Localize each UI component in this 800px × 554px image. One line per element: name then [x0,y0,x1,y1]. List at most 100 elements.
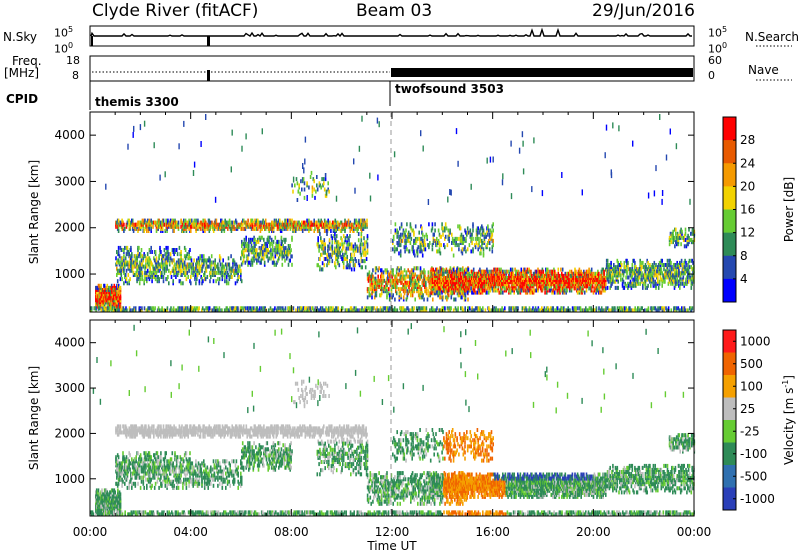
heatmap-cell [486,290,488,295]
heatmap-cell [155,222,158,227]
heatmap-cell [431,286,434,291]
heatmap-cell [336,242,339,247]
heatmap-cell [228,218,231,223]
heatmap-cell [222,220,225,225]
heatmap-cell [520,269,523,274]
heatmap-cell [570,273,573,278]
heatmap-cell [401,276,403,281]
heatmap-cell [328,238,331,243]
heatmap-cell [374,276,377,281]
heatmap-cell [485,288,487,293]
heatmap-cell [562,286,565,291]
heatmap-cell [615,269,618,274]
heatmap-cell [556,276,559,280]
heatmap-cell [120,248,123,252]
heatmap-cell [636,275,639,280]
heatmap-cell [557,278,560,283]
heatmap-cell [543,280,545,285]
heatmap-cell [549,288,552,293]
heatmap-cell [532,282,535,287]
heatmap-cell [561,271,563,276]
heatmap-cell [582,276,584,280]
heatmap-cell [193,266,195,271]
heatmap-cell [138,264,140,269]
heatmap-cell [314,226,316,231]
heatmap-cell [557,282,560,287]
heatmap-cell [536,278,538,283]
heatmap-cell [350,246,353,251]
heatmap-cell [336,244,339,249]
heatmap-cell [279,218,281,223]
heatmap-cell [186,262,189,267]
heatmap-cell [235,268,238,273]
heatmap-cell [117,292,119,297]
heatmap-cell [671,275,673,280]
heatmap-cell [539,278,541,283]
heatmap-cell [161,254,163,259]
heatmap-cell [675,279,678,284]
heatmap-cell [649,273,651,278]
heatmap-cell [441,269,443,274]
heatmap-cell [364,222,366,227]
heatmap-cell [347,236,349,241]
heatmap-cell [117,258,120,263]
heatmap-cell [563,278,566,283]
heatmap-cell [218,277,221,282]
heatmap-cell [440,284,442,289]
heatmap-cell [323,250,326,255]
heatmap-cell [144,226,146,231]
heatmap-cell [175,270,178,275]
heatmap-cell [527,288,530,293]
heatmap-cell [617,260,619,265]
heatmap-cell [250,226,253,231]
heatmap-cell [586,271,589,276]
heatmap-cell [557,290,560,295]
heatmap-cell [412,289,415,294]
heatmap-cell [529,269,531,274]
heatmap-cell [429,291,431,296]
heatmap-cell [442,232,444,237]
heatmap-cell [328,252,330,257]
heatmap-cell [417,293,420,298]
heatmap-cell [244,220,247,225]
heatmap-cell [400,293,402,298]
heatmap-cell [672,275,674,280]
heatmap-cell [589,276,591,280]
heatmap-cell [199,220,202,225]
heatmap-cell [124,273,126,277]
heatmap-cell [449,280,451,285]
heatmap-cell [176,262,179,267]
freq-gap-marker [207,70,210,81]
heatmap-cell [109,290,111,295]
heatmap-cell [117,224,120,229]
heatmap-cell [395,285,398,289]
heatmap-cell [522,282,524,287]
heatmap-cell [344,224,346,229]
heatmap-cell [276,250,278,255]
heatmap-cell [99,292,101,297]
heatmap-cell [602,288,604,293]
heatmap-cell [98,300,101,305]
heatmap-cell [101,302,103,307]
heatmap-cell [448,232,450,237]
heatmap-cell [402,295,405,300]
heatmap-cell [363,236,365,241]
heatmap-cell [283,226,285,231]
heatmap-cell [175,220,178,225]
heatmap-cell [535,288,538,293]
heatmap-cell [149,258,152,263]
heatmap-cell [146,258,149,263]
heatmap-cell [265,224,268,229]
heatmap-cell [138,224,141,229]
heatmap-cell [319,265,321,270]
heatmap-cell [347,263,349,268]
heatmap-cell [588,286,590,291]
heatmap-cell [216,222,219,227]
heatmap-cell [122,220,124,225]
heatmap-cell [514,276,516,280]
heatmap-cell [355,218,358,223]
heatmap-cell [382,270,385,275]
heatmap-cell [598,276,601,280]
heatmap-cell [570,288,573,293]
heatmap-cell [460,276,463,280]
